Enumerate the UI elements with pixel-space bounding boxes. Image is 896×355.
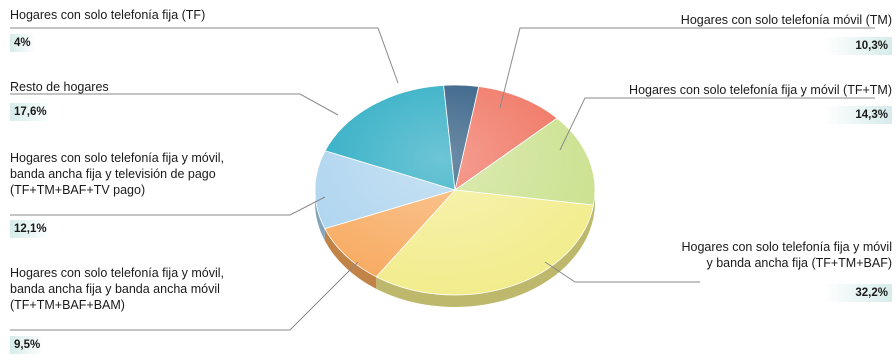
value-resto: 17,6% <box>10 103 51 121</box>
value-tftm: 14,3% <box>824 106 892 124</box>
leader-line-tm <box>499 27 875 109</box>
label-tf: Hogares con solo telefonía fija (TF) <box>10 8 206 22</box>
leader-line-tftm <box>559 97 875 151</box>
value-bam: 9,5% <box>10 336 45 354</box>
label-tftm: Hogares con solo telefonía fija y móvil … <box>629 83 892 97</box>
value-baf: 32,2% <box>824 284 892 302</box>
value-tf: 4% <box>10 34 35 52</box>
value-tv: 12,1% <box>10 220 51 238</box>
leader-line-tf <box>10 27 399 84</box>
value-tm: 10,3% <box>824 37 892 55</box>
label-resto: Resto de hogares <box>10 80 109 94</box>
leader-line-bam <box>10 261 359 331</box>
label-bam: Hogares con solo telefonía fija y móvil,… <box>10 266 224 312</box>
leader-line-baf <box>544 261 700 283</box>
leader-line-resto <box>10 93 339 116</box>
label-tm: Hogares con solo telefonía móvil (TM) <box>680 13 892 27</box>
leader-line-tv <box>10 196 326 216</box>
label-tv: Hogares con solo telefonía fija y móvil,… <box>10 151 224 197</box>
label-baf: Hogares con solo telefonía fija y móvil … <box>681 240 892 270</box>
